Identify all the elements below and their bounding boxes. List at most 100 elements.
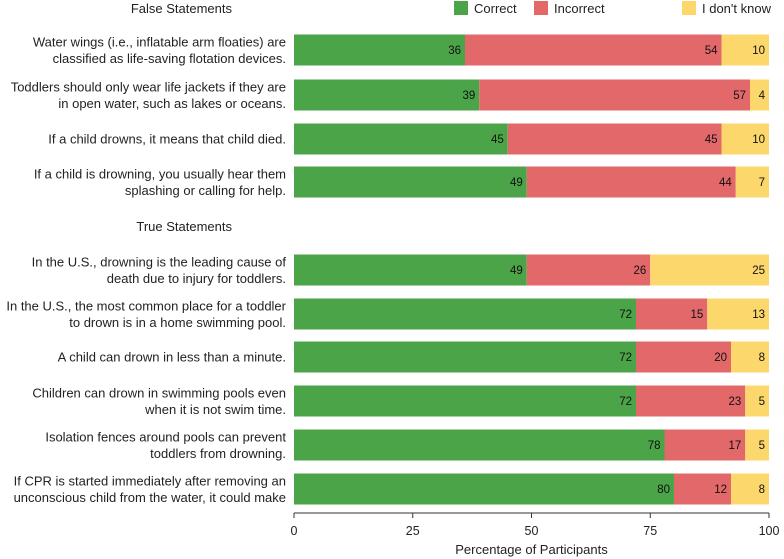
bar-segment (294, 166, 527, 198)
x-axis-title: Percentage of Participants (455, 542, 608, 557)
bar-segment (294, 341, 636, 373)
value-label: 26 (633, 265, 646, 277)
value-label: 10 (752, 134, 765, 146)
bar-segment (465, 34, 722, 66)
bar-segment (650, 254, 769, 286)
x-tick-label: 75 (643, 524, 657, 538)
value-label: 8 (759, 484, 765, 496)
bar-segment (745, 429, 769, 461)
category-label: Toddlers should only wear life jackets i… (11, 79, 286, 111)
bar-segment (526, 166, 736, 198)
value-label: 23 (728, 396, 741, 408)
legend-swatch (454, 1, 468, 15)
value-label: 49 (510, 265, 523, 277)
value-label: 78 (648, 440, 661, 452)
bar-segment (721, 34, 769, 66)
value-label: 5 (759, 440, 765, 452)
category-label-line: If a child drowns, it means that child d… (48, 132, 286, 147)
bar-segment (294, 123, 508, 155)
value-label: 49 (510, 177, 523, 189)
bar-segment (294, 298, 636, 330)
bar-segment (507, 123, 722, 155)
category-label-line: Children can drown in swimming pools eve… (32, 385, 286, 400)
bar-segment (294, 385, 636, 417)
value-label: 54 (705, 45, 718, 57)
category-label-line: If a child is drowning, you usually hear… (34, 166, 286, 181)
category-label-line: Isolation fences around pools can preven… (45, 429, 286, 444)
legend-label: Incorrect (554, 1, 605, 16)
legend-label: Correct (474, 1, 517, 16)
bar-segment (294, 429, 665, 461)
bar-segment (745, 385, 769, 417)
category-label-line: death due to injury for toddlers. (107, 271, 286, 286)
value-label: 36 (448, 45, 461, 57)
bar-segment (294, 79, 480, 111)
value-label: 44 (719, 177, 732, 189)
value-label: 39 (462, 90, 475, 102)
value-label: 8 (759, 352, 765, 364)
category-label: In the U.S., the most common place for a… (6, 298, 286, 330)
bar-segment (664, 429, 746, 461)
value-label: 4 (759, 90, 766, 102)
legend-swatch (682, 1, 696, 15)
bar-segment (526, 254, 651, 286)
legend-item: Correct (454, 1, 517, 16)
category-label-line: Toddlers should only wear life jackets i… (11, 79, 286, 94)
value-label: 72 (619, 309, 632, 321)
bar-segment (636, 341, 731, 373)
value-label: 72 (619, 396, 632, 408)
category-label-line: toddlers from drowning. (150, 446, 286, 461)
category-label: A child can drown in less than a minute. (58, 350, 286, 365)
value-label: 13 (752, 309, 765, 321)
bar-segment (479, 79, 750, 111)
category-label-line: in open water, such as lakes or oceans. (58, 96, 286, 111)
legend-item: I don't know (682, 1, 772, 16)
value-label: 45 (705, 134, 718, 146)
bar-segment (721, 123, 769, 155)
category-label: If CPR is started immediately after remo… (14, 473, 286, 505)
legend-label: I don't know (702, 1, 772, 16)
category-label: If a child drowns, it means that child d… (48, 132, 286, 147)
value-label: 20 (714, 352, 727, 364)
value-label: 72 (619, 352, 632, 364)
group-label: True Statements (136, 219, 232, 234)
bar-segment (674, 473, 731, 505)
bar-segment (636, 298, 708, 330)
category-label: If a child is drowning, you usually hear… (34, 166, 286, 198)
value-label: 57 (733, 90, 746, 102)
category-label-line: when it is not swim time. (144, 402, 286, 417)
value-label: 5 (759, 396, 765, 408)
category-label: Isolation fences around pools can preven… (45, 429, 286, 461)
bar-segment (294, 34, 465, 66)
value-label: 45 (491, 134, 504, 146)
value-label: 7 (759, 177, 765, 189)
bar-segment (294, 473, 674, 505)
category-label-line: splashing or calling for help. (125, 183, 286, 198)
bar-segment (750, 79, 769, 111)
bar-segment (735, 166, 769, 198)
group-label: False Statements (131, 1, 233, 16)
category-label-line: classified as life-saving flotation devi… (53, 51, 286, 66)
x-tick-label: 50 (525, 524, 539, 538)
category-label-line: to drown is in a home swimming pool. (69, 315, 286, 330)
category-label-line: If CPR is started immediately after remo… (14, 473, 286, 488)
bar-segment (294, 254, 527, 286)
value-label: 15 (690, 309, 703, 321)
legend-swatch (534, 1, 548, 15)
x-tick-label: 100 (759, 524, 780, 538)
bar-segment (636, 385, 746, 417)
bar-segment (707, 298, 769, 330)
category-label-line: In the U.S., the most common place for a… (6, 298, 286, 313)
value-label: 12 (714, 484, 727, 496)
value-label: 10 (752, 45, 765, 57)
category-label-line: unconscious child from the water, it cou… (14, 490, 286, 505)
value-label: 25 (752, 265, 765, 277)
bar-segment (731, 473, 769, 505)
category-label-line: Water wings (i.e., inflatable arm floati… (33, 34, 286, 49)
category-label: Water wings (i.e., inflatable arm floati… (33, 34, 286, 66)
x-tick-label: 0 (291, 524, 298, 538)
category-label-line: A child can drown in less than a minute. (58, 350, 286, 365)
category-label: Children can drown in swimming pools eve… (32, 385, 286, 417)
bar-segment (731, 341, 769, 373)
